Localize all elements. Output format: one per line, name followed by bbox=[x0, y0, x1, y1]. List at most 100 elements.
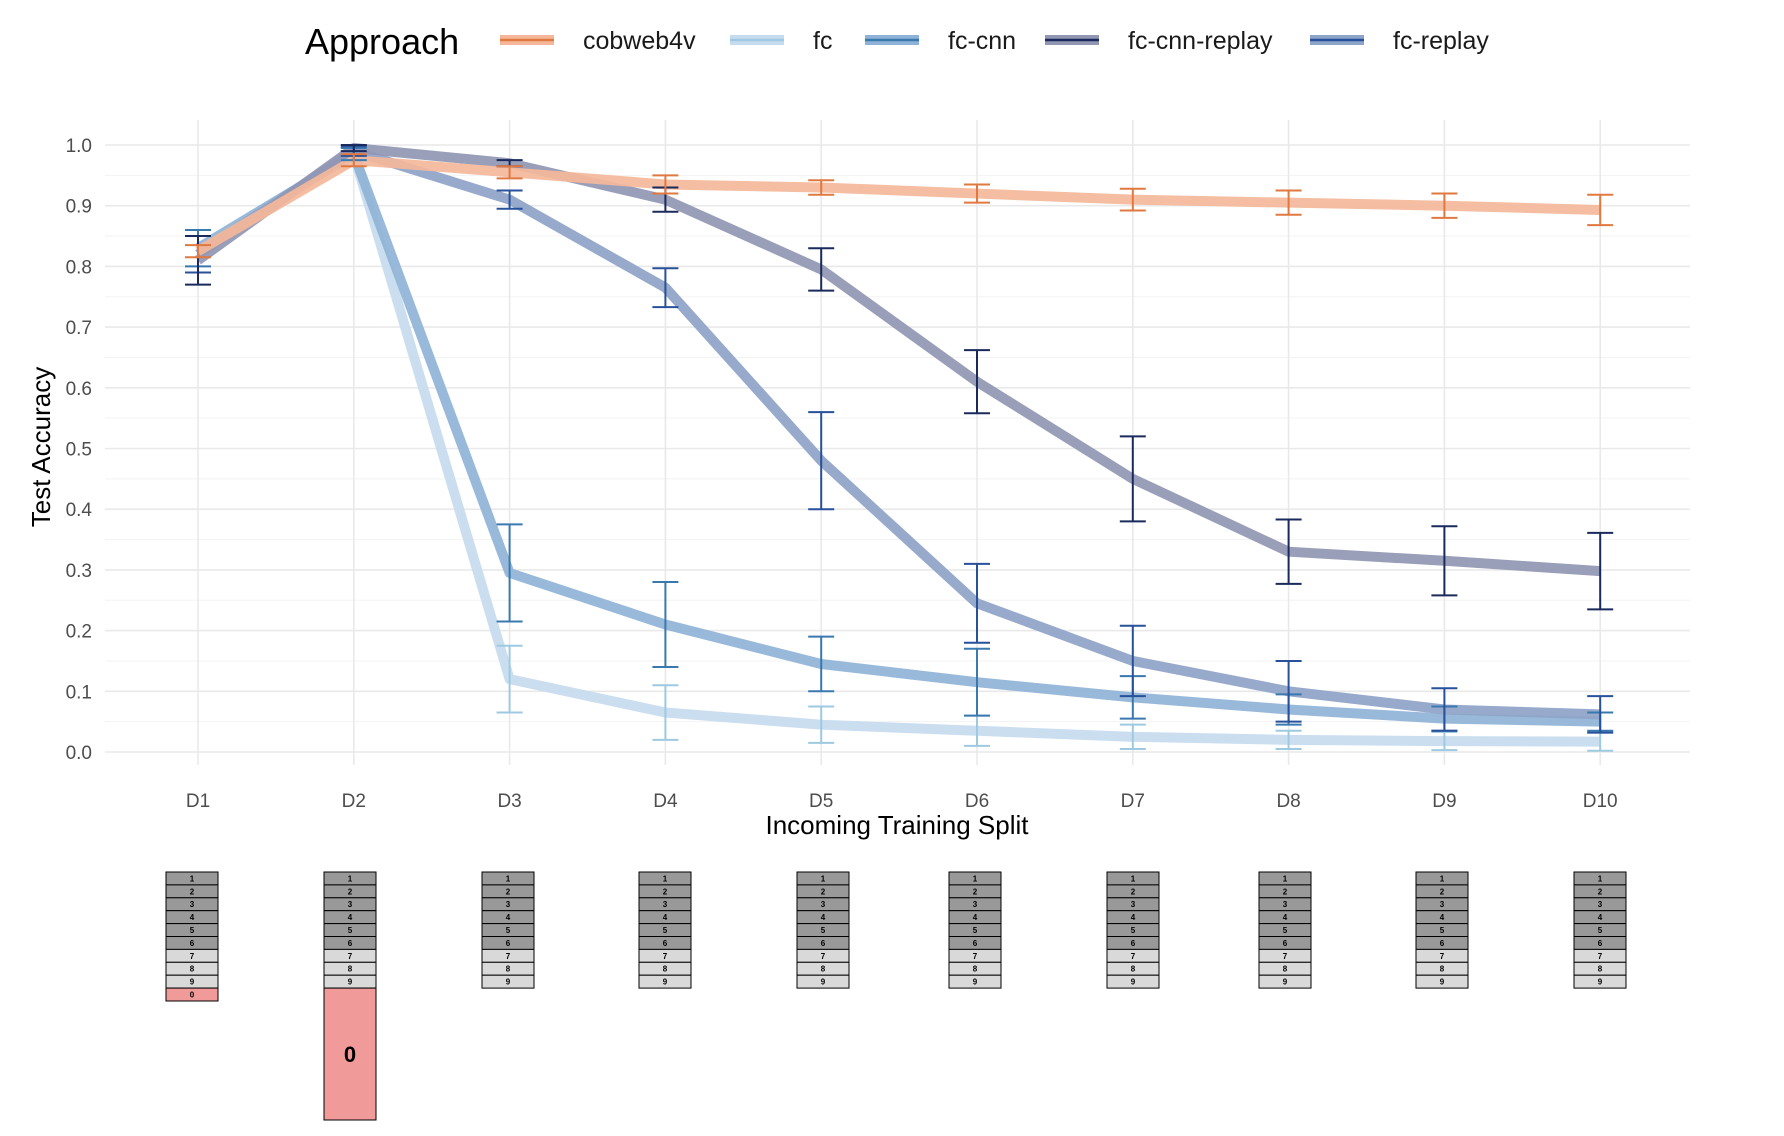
stack-cell-label: 2 bbox=[1598, 887, 1603, 896]
stack-cell-label: 8 bbox=[973, 965, 978, 974]
stack-cell bbox=[1258, 974, 1312, 989]
error-bar-fc bbox=[1119, 723, 1146, 750]
stack-cell-label: 8 bbox=[1440, 965, 1445, 974]
stack-D10: 1 2 3 4 5 6 7 8 9 bbox=[1573, 871, 1627, 989]
error-bar-fc-cnn bbox=[964, 647, 990, 717]
stack-cell-label: 6 bbox=[1440, 939, 1445, 948]
stack-cell-label: 3 bbox=[973, 900, 978, 909]
stack-cell-label: 4 bbox=[190, 913, 195, 922]
stack-cell-label: 8 bbox=[1131, 965, 1136, 974]
x-tick-label: D1 bbox=[186, 791, 210, 812]
stack-cell-label: 7 bbox=[1598, 952, 1603, 961]
stack-D1: 1 2 3 4 5 6 7 8 9 0 bbox=[165, 871, 219, 1002]
stack-cell-label: 3 bbox=[821, 900, 826, 909]
series-line-fc-cnn-replay bbox=[195, 143, 1601, 577]
error-bar-fc-cnn bbox=[652, 581, 679, 669]
error-bar-fc-cnn-replay bbox=[340, 144, 367, 153]
legend-item-fc-cnn: fc-cnn bbox=[865, 27, 1016, 55]
y-tick-label: 0.6 bbox=[66, 379, 92, 400]
y-tick-label: 0.0 bbox=[66, 743, 92, 764]
stack-cell-label: 1 bbox=[506, 874, 511, 883]
stack-cell-label: 9 bbox=[821, 978, 826, 987]
series-lines bbox=[195, 143, 1601, 747]
stack-cell-label: 3 bbox=[506, 900, 511, 909]
stack-cell-label: 4 bbox=[1440, 913, 1445, 922]
stack-cell-label: 7 bbox=[973, 952, 978, 961]
series-line-fc-cnn bbox=[195, 149, 1601, 727]
stack-cell-label: 2 bbox=[663, 887, 668, 896]
training-split-stacks: 1 2 3 4 5 6 7 8 9 0 1 2 3 4 5 6 7 8 9 0 1 2 3 4 5 6 7 8 9 1 2 3 4 5 6 7 8 9 1 2… bbox=[165, 871, 1627, 1121]
stack-cell-label: 6 bbox=[973, 939, 978, 948]
stack-cell-label: 4 bbox=[1283, 913, 1288, 922]
stack-cell-label: 2 bbox=[1131, 887, 1136, 896]
stack-cell-label: 7 bbox=[348, 952, 353, 961]
stack-cell-label: 7 bbox=[506, 952, 511, 961]
error-bar-fc bbox=[652, 684, 679, 741]
stack-cell-label: 6 bbox=[190, 939, 195, 948]
error-bar-cobweb4v bbox=[340, 153, 367, 168]
stack-cell-label: 5 bbox=[821, 926, 826, 935]
stack-cell-label: 1 bbox=[348, 874, 353, 883]
error-bar-fc-replay bbox=[1119, 624, 1146, 698]
legend-item-fc-cnn-replay: fc-cnn-replay bbox=[1045, 27, 1273, 55]
stack-cell-label: 2 bbox=[1440, 887, 1445, 896]
error-bar-cobweb4v bbox=[1119, 187, 1146, 212]
stack-cell-label: 1 bbox=[1131, 874, 1136, 883]
stack-D7: 1 2 3 4 5 6 7 8 9 bbox=[1106, 871, 1160, 989]
y-tick-label: 0.1 bbox=[66, 682, 92, 703]
y-tick-label: 0.4 bbox=[66, 500, 93, 521]
legend-label: fc bbox=[813, 27, 832, 55]
stack-cell-label: 3 bbox=[1598, 900, 1603, 909]
legend-item-cobweb4v: cobweb4v bbox=[500, 27, 696, 55]
stack-cell-label: 4 bbox=[506, 913, 511, 922]
stack-cell-label: 6 bbox=[1283, 939, 1288, 948]
stack-cell-label: 8 bbox=[663, 965, 668, 974]
stack-D6: 1 2 3 4 5 6 7 8 9 bbox=[948, 871, 1002, 989]
stack-D2: 1 2 3 4 5 6 7 8 9 0 bbox=[323, 871, 377, 1121]
x-tick-label: D10 bbox=[1583, 791, 1618, 812]
stack-cell-label: 0 bbox=[190, 991, 195, 1000]
error-bar-fc bbox=[1275, 729, 1302, 750]
stack-cell-label: 7 bbox=[663, 952, 668, 961]
stack-cell-label: 7 bbox=[1131, 952, 1136, 961]
stack-D8: 1 2 3 4 5 6 7 8 9 bbox=[1258, 871, 1312, 989]
stack-cell-label: 2 bbox=[348, 887, 353, 896]
stack-cell-label: 9 bbox=[1440, 978, 1445, 987]
stack-cell-label: 3 bbox=[190, 900, 195, 909]
stack-cell bbox=[1106, 974, 1160, 989]
error-bars bbox=[185, 144, 1614, 752]
series-line-cobweb4v bbox=[195, 155, 1601, 256]
error-bar-fc-cnn-replay bbox=[185, 235, 211, 286]
stack-cell-label: 1 bbox=[821, 874, 826, 883]
error-bar-fc-cnn bbox=[496, 523, 523, 623]
stack-cell bbox=[796, 974, 850, 989]
stack-cell-label: 4 bbox=[663, 913, 668, 922]
stack-cell-label: 9 bbox=[348, 978, 353, 987]
stack-D4: 1 2 3 4 5 6 7 8 9 bbox=[638, 871, 692, 989]
stack-cell-label: 9 bbox=[973, 978, 978, 987]
error-bar-cobweb4v bbox=[1275, 189, 1302, 216]
x-tick-label: D2 bbox=[342, 791, 366, 812]
stack-cell-label: 8 bbox=[506, 965, 511, 974]
stack-cell-label: 6 bbox=[663, 939, 668, 948]
series-line-fc-replay bbox=[195, 146, 1601, 720]
error-bar-fc bbox=[496, 644, 523, 714]
error-bar-cobweb4v bbox=[496, 165, 523, 180]
stack-cell-label: 4 bbox=[348, 913, 353, 922]
stack-cell-label: 5 bbox=[1598, 926, 1603, 935]
stack-cell-label: 3 bbox=[1283, 900, 1288, 909]
legend-item-fc: fc bbox=[730, 27, 832, 55]
stack-D9: 1 2 3 4 5 6 7 8 9 bbox=[1415, 871, 1469, 989]
error-bar-cobweb4v bbox=[808, 179, 835, 196]
x-axis: D1 D2 D3 D4 D5 D6 D7 D8 D9 D10 bbox=[186, 791, 1618, 812]
error-bar-fc bbox=[808, 705, 835, 744]
stack-cell-label: 9 bbox=[1131, 978, 1136, 987]
stack-cell-label: 7 bbox=[1440, 952, 1445, 961]
stack-cell-label: 5 bbox=[506, 926, 511, 935]
error-bar-fc-cnn-replay bbox=[1275, 518, 1302, 585]
stack-cell-label: 4 bbox=[973, 913, 978, 922]
y-tick-label: 0.5 bbox=[66, 440, 92, 461]
error-bar-fc-replay bbox=[964, 562, 990, 644]
stack-cell-label: 5 bbox=[348, 926, 353, 935]
stack-cell-label: 5 bbox=[973, 926, 978, 935]
